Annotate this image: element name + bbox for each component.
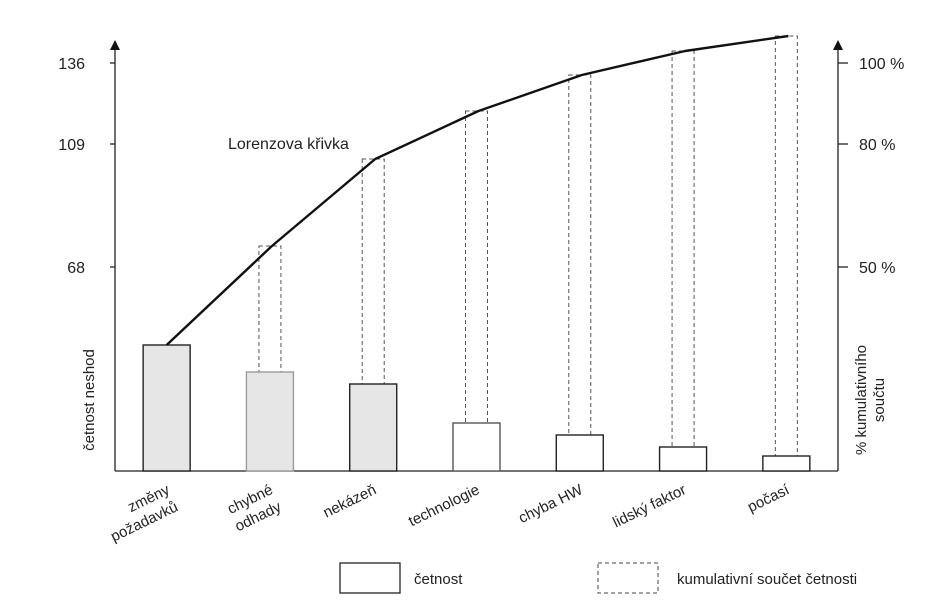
frequency-bar (349, 383, 398, 472)
axis-ticks: 136 109 68 100 % 80 % 50 % (58, 56, 904, 277)
right-tick-label: 50 % (859, 260, 895, 277)
left-axis-label: četnost neshod (81, 349, 98, 451)
frequency-bar (555, 434, 604, 472)
right-axis-arrow-icon (833, 40, 843, 50)
left-tick-label: 68 (67, 260, 85, 277)
lorenz-curve-line (165, 34, 789, 346)
frequency-bar (762, 455, 811, 472)
legend-swatch-dashed (597, 562, 659, 594)
frequency-bar (245, 371, 295, 472)
left-tick-label: 136 (58, 56, 85, 73)
frequency-bar (452, 422, 501, 472)
lorenz-curve-group (165, 34, 789, 346)
legend-label-frequency: četnost (414, 571, 463, 588)
cumulative-bar (258, 245, 282, 373)
legend-swatch-solid (339, 562, 401, 594)
left-axis-arrow-icon (110, 40, 120, 50)
frequency-bar (658, 446, 708, 472)
legend-label-cumulative: kumulativní součet četnosti (677, 571, 857, 588)
right-axis-label-line-1: % kumulativního (853, 345, 870, 455)
left-tick-label: 109 (58, 137, 85, 154)
right-tick-label: 80 % (859, 137, 895, 154)
right-tick-label: 100 % (859, 56, 904, 73)
frequency-bar (142, 344, 191, 472)
cumulative-bar (361, 158, 385, 385)
lorenz-curve-label: Lorenzova křivka (228, 136, 349, 153)
frequency-bars (142, 344, 811, 472)
right-axis-label-line-2: součtu (871, 378, 888, 422)
